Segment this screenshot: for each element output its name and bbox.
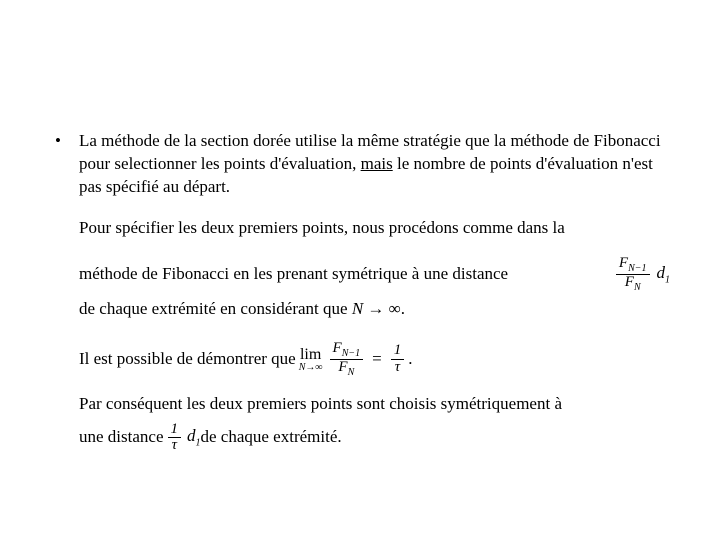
line-fibonacci-distance: méthode de Fibonacci en les prenant symé… [79,256,670,294]
bullet-item: • La méthode de la section dorée utilise… [55,130,670,199]
frac-num-sub: N−1 [628,263,646,274]
bullet-text-mais: mais [361,154,393,173]
eq1-equals: = [372,348,382,371]
eq3-line: une distance 1 τ d1 de chaque extrémité. [79,422,670,455]
frac-den-sub: N [634,282,641,293]
line3-N: N [352,299,363,318]
frac-den-F: F [625,274,634,290]
eq1-frac-right: 1 τ [391,343,405,376]
equation-limit: Il est possible de démontrer que lim N→∞… [79,341,670,379]
eq1-lead: Il est possible de démontrer que [79,348,296,371]
frac-num-F: F [619,255,628,271]
eq2-text: Par conséquent les deux premiers points … [79,393,670,416]
line2-text: méthode de Fibonacci en les prenant symé… [79,263,508,286]
fraction-fn: FN−1 FN [616,256,650,294]
paragraph-1: Pour spécifier les deux premiers points,… [79,217,670,240]
line3-arrow: → ∞. [363,299,405,318]
line-3: de chaque extrémité en considérant que N… [79,298,670,321]
eq3-frac: 1 τ [168,422,182,455]
limit-symbol: lim N→∞ [299,347,323,373]
bullet-marker: • [55,130,79,199]
eq3-d1: d1 [187,425,201,450]
eq1-frac-left: FN−1 FN [330,341,364,379]
bullet-text: La méthode de la section dorée utilise l… [79,130,670,199]
eq1-dot: . [408,348,412,371]
eq3-lead: une distance [79,426,164,449]
d1-symbol: d1 [657,262,671,287]
line3-text: de chaque extrémité en considérant que [79,299,352,318]
eq3-tail: de chaque extrémité. [201,426,342,449]
